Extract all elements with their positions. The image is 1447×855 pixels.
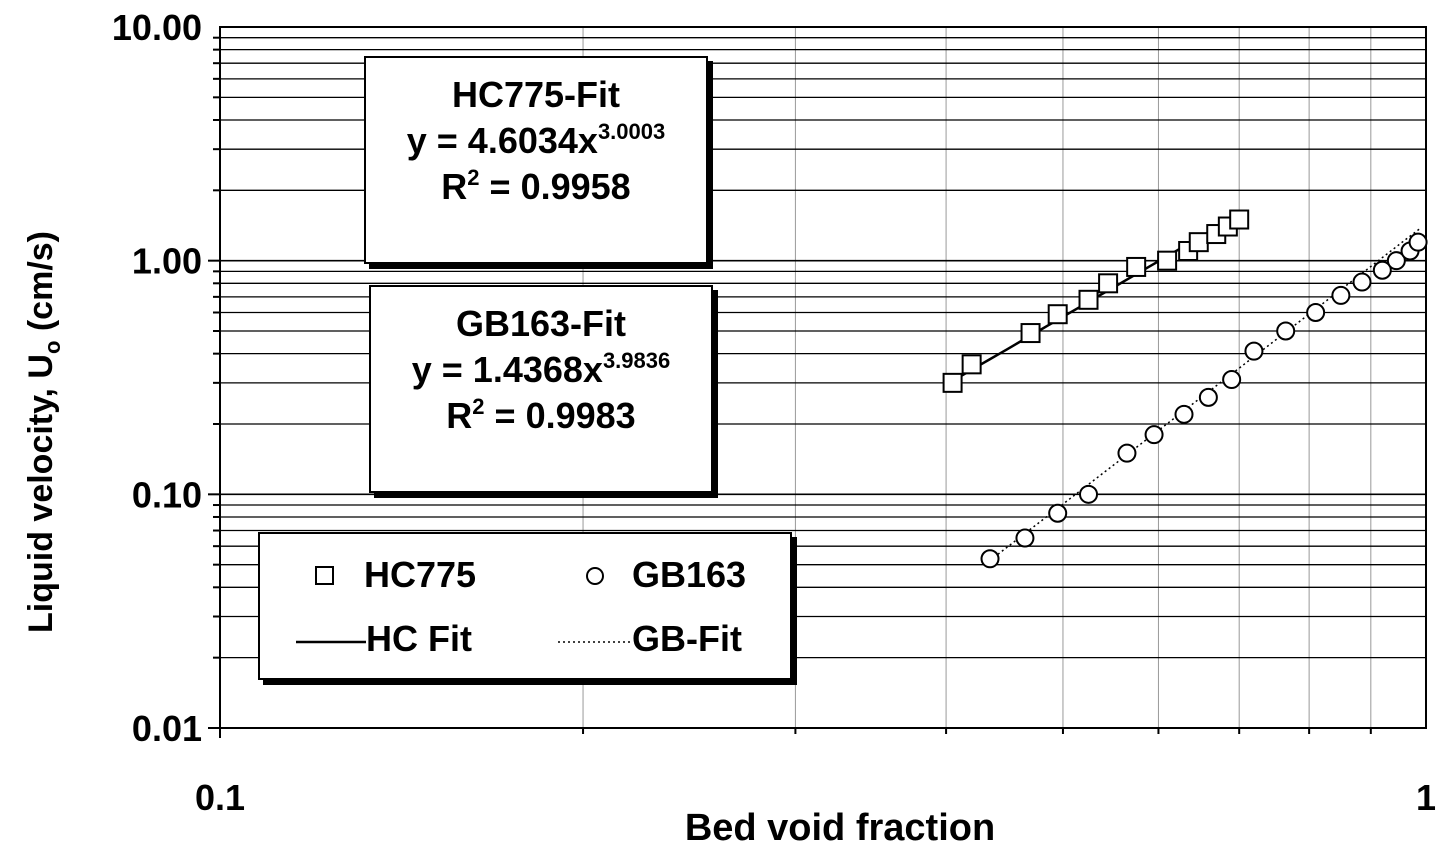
data-point-hc775 (1047, 304, 1068, 325)
y-axis-label-subscript: o (40, 341, 65, 354)
data-point-hc775 (1188, 232, 1209, 253)
y-tick-label: 0.10 (132, 474, 202, 515)
data-point-gb163 (1386, 251, 1406, 271)
data-point-gb163 (1222, 370, 1242, 390)
equation-exponent: 3.9836 (602, 348, 671, 373)
plot-frame (219, 26, 1427, 729)
equation-exponent: 3.0003 (597, 119, 666, 144)
r2-exponent: 2 (472, 394, 485, 419)
data-point-gb163 (1079, 484, 1099, 504)
annotation-hc775-fit: HC775-Fit y = 4.6034x3.0003 R2 = 0.9958 (364, 56, 708, 264)
legend: HC775 GB163 HC Fit GB-Fit (258, 532, 792, 680)
data-point-gb163 (980, 549, 1000, 569)
annotation-r2: R2 = 0.9958 (366, 164, 706, 210)
legend-label: GB163 (632, 554, 747, 595)
x-tick-label: 0.1 (195, 777, 245, 818)
r2-symbol: R (441, 166, 468, 207)
legend-label: HC Fit (366, 618, 472, 659)
r2-exponent: 2 (467, 165, 480, 190)
annotation-equation: y = 1.4368x3.9836 (371, 347, 711, 393)
data-point-hc775 (1098, 273, 1119, 294)
x-axis-label: Bed void fraction (685, 807, 995, 849)
fit-layer (951, 213, 1422, 561)
data-point-gb163 (1372, 260, 1392, 280)
fit-line-gb-fit (989, 227, 1422, 561)
y-axis-label: Liquid velocity, Uo (cm/s) (22, 231, 65, 633)
data-point-hc775 (961, 354, 982, 375)
y-tick-label: 1.00 (132, 241, 202, 282)
marker-layer (942, 209, 1428, 569)
circle-marker-icon (586, 567, 604, 585)
annotation-r2: R2 = 0.9983 (371, 393, 711, 439)
data-point-gb163 (1015, 528, 1035, 548)
data-point-gb163 (1306, 303, 1326, 323)
data-point-gb163 (1117, 443, 1137, 463)
data-point-hc775 (1020, 323, 1041, 344)
annotation-title: GB163-Fit (455, 303, 627, 344)
data-point-gb163 (1244, 341, 1264, 361)
data-point-hc775 (1157, 250, 1178, 271)
data-point-hc775 (1229, 209, 1250, 230)
data-point-hc775 (1126, 256, 1147, 277)
data-point-gb163 (1048, 503, 1068, 523)
ticklabel-layer: 0.1 1 0.01 0.10 1.00 10.00 (112, 7, 1436, 818)
r2-value: = 0.9958 (479, 166, 631, 207)
legend-label: HC775 (364, 554, 477, 595)
annotation-equation: y = 4.6034x3.0003 (366, 118, 706, 164)
data-point-gb163 (1198, 387, 1218, 407)
r2-value: = 0.9983 (484, 395, 636, 436)
r2-symbol: R (446, 395, 473, 436)
y-tick-label: 0.01 (132, 708, 202, 749)
legend-label: GB-Fit (632, 618, 742, 659)
y-tick-label: 10.00 (112, 7, 202, 48)
data-point-hc775 (942, 372, 963, 393)
y-axis-label-unit: (cm/s) (22, 231, 60, 341)
annotation-title: HC775-Fit (451, 74, 621, 115)
square-marker-icon (315, 566, 334, 585)
tick-layer (208, 36, 1372, 738)
data-point-gb163 (1408, 232, 1428, 252)
data-point-gb163 (1276, 321, 1296, 341)
data-point-gb163 (1331, 285, 1351, 305)
data-point-gb163 (1174, 404, 1194, 424)
solid-line-icon (296, 640, 366, 644)
y-axis-label-main: Liquid velocity, U (22, 354, 60, 633)
annotation-gb163-fit: GB163-Fit y = 1.4368x3.9836 R2 = 0.9983 (369, 285, 713, 493)
x-tick-label: 1 (1416, 777, 1436, 818)
data-point-gb163 (1352, 272, 1372, 292)
data-point-gb163 (1144, 425, 1164, 445)
equation-text: y = 1.4368x (411, 349, 603, 390)
equation-text: y = 4.6034x (406, 120, 598, 161)
dotted-line-icon (558, 641, 630, 643)
data-point-hc775 (1078, 289, 1099, 310)
